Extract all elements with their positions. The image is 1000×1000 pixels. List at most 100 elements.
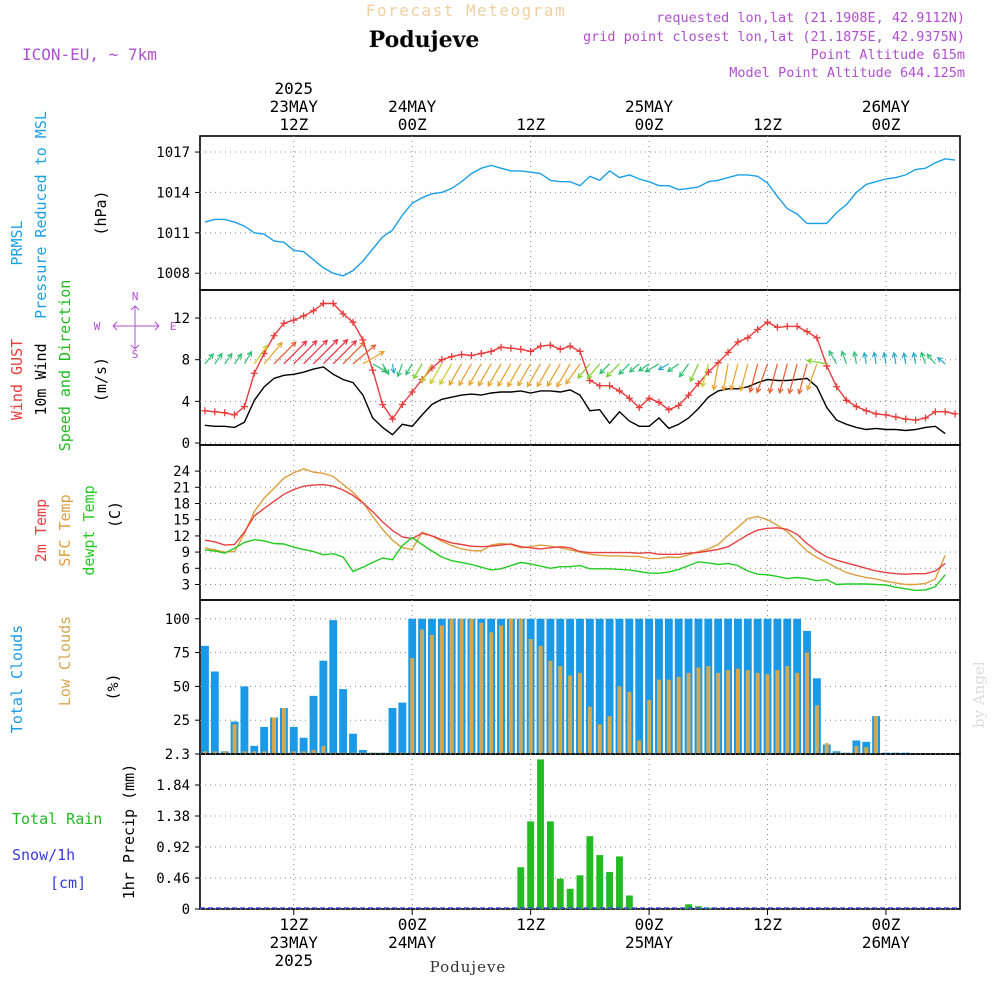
rain-bar [596, 855, 604, 909]
requested-point: requested lon,lat (21.1908E, 42.9112N) [656, 10, 965, 26]
gust-marker [596, 382, 604, 390]
compass-rose: N W E S [94, 290, 177, 361]
wind-arrow [458, 363, 472, 386]
low-cloud-bar [814, 705, 819, 754]
wind-arrow-head [322, 339, 328, 346]
wind-arrow-head [396, 371, 402, 378]
wind-arrow [391, 363, 395, 374]
wind-arrow [253, 345, 268, 365]
forecast-title: Forecast Meteogram [366, 1, 566, 20]
wind-arrow [701, 363, 709, 387]
wind-arrow [332, 340, 357, 365]
wind-arrow-head [311, 340, 318, 346]
gust-marker [803, 328, 811, 336]
dewpt-line [204, 536, 946, 592]
wind-arrow-head [787, 388, 794, 395]
wind-arrow-head [217, 352, 223, 359]
top-time-label: 2025 [275, 79, 314, 98]
bottom-time-label: 25MAY [625, 933, 674, 952]
wind-arrow-head [359, 341, 366, 348]
low-cloud-bar [262, 751, 267, 754]
gust-marker [941, 408, 949, 416]
y-tick-label: 6 [182, 561, 190, 577]
panel-label: Total Clouds [8, 625, 26, 733]
bottom-time-label: 00Z [635, 915, 664, 934]
gust-marker [694, 380, 702, 388]
y-tick-label: 0.92 [156, 840, 190, 856]
gust-marker [546, 341, 554, 349]
wind-arrow [421, 363, 433, 383]
low-cloud-bar [499, 625, 504, 754]
gust-marker [754, 325, 762, 333]
wind-arrow [740, 363, 749, 391]
gust-marker [527, 347, 535, 355]
wind-arrow-head [806, 358, 813, 365]
y-tick-label: 0 [182, 902, 190, 918]
low-cloud-bar [617, 686, 622, 754]
total-cloud-bar [349, 733, 357, 754]
low-cloud-bar [597, 724, 602, 754]
wind-arrow-head [246, 350, 253, 357]
low-cloud-bar [420, 629, 425, 754]
y-tick-label: 4 [182, 394, 190, 410]
gust-marker [398, 400, 406, 408]
rain-bar [527, 821, 535, 909]
low-cloud-bar [439, 625, 444, 754]
low-cloud-bar [765, 674, 770, 754]
low-cloud-bar [607, 716, 612, 754]
wind-arrow [526, 363, 542, 387]
top-time-label: 00Z [398, 115, 427, 134]
wind-arrow-head [290, 341, 297, 348]
wind-arrow [565, 363, 581, 385]
wind-arrow [362, 351, 385, 365]
wind-arrow-head [487, 381, 493, 388]
low-cloud-bar [805, 652, 809, 754]
model-label: ICON-EU, ~ 7km [22, 45, 157, 64]
gust-marker [438, 356, 446, 364]
wind-arrow [468, 363, 482, 386]
wind-arrow [873, 352, 877, 364]
wind-arrow [713, 363, 719, 390]
wind-arrow-head [497, 381, 503, 388]
wind-arrow-head [342, 338, 349, 345]
wind-arrow [587, 363, 601, 379]
wind-arrow-head [700, 381, 707, 388]
total-cloud-bar [240, 686, 249, 754]
low-cloud-bar [538, 645, 543, 754]
gust-marker [645, 394, 653, 402]
bottom-time-label: 12Z [516, 915, 545, 934]
low-cloud-bar [528, 639, 533, 754]
compass-w: W [94, 320, 101, 333]
y-tick-label: 0.46 [156, 871, 190, 887]
wind-arrow-head [767, 387, 774, 395]
y-tick-label: 100 [165, 612, 190, 628]
rain-bar [537, 759, 544, 909]
panel-clouds: 25 50 75 100 Total Clouds Low Clouds (%) [8, 599, 961, 755]
wind-arrow-head [420, 376, 427, 383]
gust-marker [606, 382, 614, 390]
total-cloud-bar [309, 695, 318, 754]
wind-arrow [243, 351, 252, 365]
gust-marker [566, 342, 574, 350]
gust-marker [231, 411, 239, 419]
wind-arrow [487, 363, 502, 387]
wind-arrow [658, 363, 670, 371]
wind-arrow [679, 363, 690, 377]
gust-marker [250, 369, 258, 377]
wind-arrow [413, 363, 423, 379]
gust-marker [773, 323, 781, 331]
gust-marker [912, 416, 920, 424]
total-cloud-bar [645, 618, 654, 754]
temp-2m-line [204, 483, 946, 575]
wind-arrow [283, 340, 307, 365]
top-time-label: 23MAY [270, 97, 319, 116]
wind-arrow [263, 342, 283, 365]
low-cloud-bar [489, 632, 494, 754]
low-cloud-bar [637, 740, 642, 754]
gust-marker [615, 387, 623, 395]
bottom-time-label: 00Z [872, 915, 901, 934]
top-time-label: 00Z [872, 115, 901, 134]
wind-arrow [645, 363, 660, 373]
rain-bar [576, 875, 584, 909]
